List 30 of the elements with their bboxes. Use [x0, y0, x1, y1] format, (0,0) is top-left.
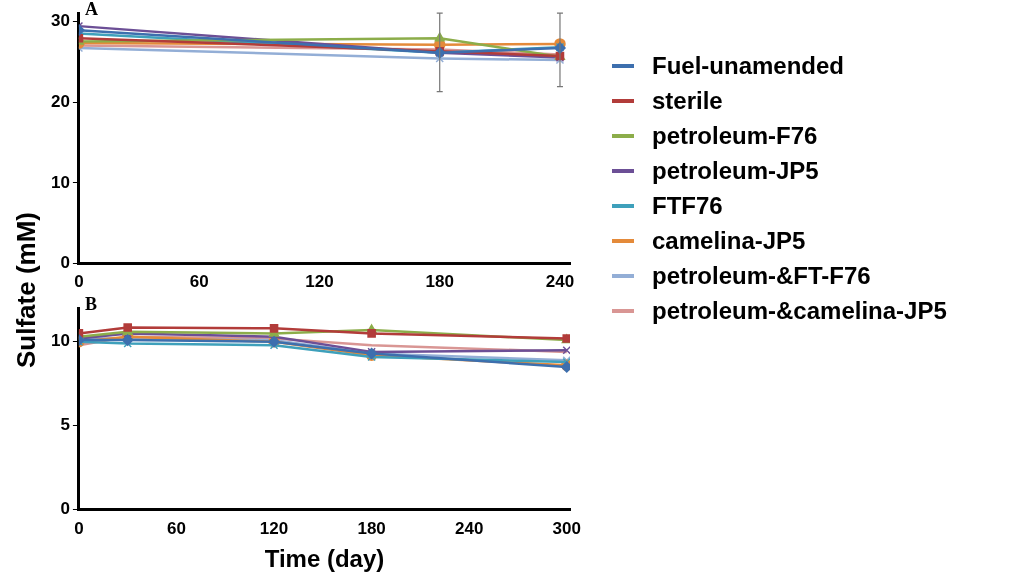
- x-tick-label: 60: [189, 272, 209, 292]
- x-tick-label: 300: [552, 518, 581, 538]
- y-tick-label: 20: [50, 91, 70, 111]
- annotation: A: [84, 0, 98, 19]
- y-axis-title: Sulfate (mM): [10, 212, 42, 368]
- y-tick-label: 10: [50, 172, 70, 192]
- legend-label: petroleum-&FT-F76: [652, 261, 871, 290]
- x-tick-label: 180: [357, 518, 386, 538]
- x-axis-title: Time (day): [264, 545, 385, 573]
- annotation: B: [84, 293, 97, 314]
- legend-label: FTF76: [652, 191, 723, 220]
- x-tick-label: 60: [167, 518, 186, 538]
- x-tick-label: 180: [425, 272, 454, 292]
- legend-label: Fuel-unamended: [652, 51, 845, 80]
- y-tick-label: 0: [60, 499, 70, 519]
- y-tick-label: 0: [60, 253, 70, 273]
- legend-label: sterile: [652, 86, 723, 115]
- x-tick-label: 0: [74, 518, 84, 538]
- x-tick-label: 120: [259, 518, 289, 538]
- y-tick-label: 30: [50, 10, 70, 30]
- y-tick-label: 5: [60, 415, 70, 435]
- x-tick-label: 240: [545, 272, 575, 292]
- x-tick-label: 120: [305, 272, 334, 292]
- x-tick-label: 0: [74, 272, 84, 292]
- x-tick-label: 240: [454, 518, 484, 538]
- legend-label: petroleum-JP5: [652, 156, 819, 185]
- y-tick-label: 10: [50, 331, 70, 351]
- legend-label: camelina-JP5: [652, 226, 806, 255]
- legend-label: petroleum-F76: [652, 121, 818, 150]
- legend-label: petroleum-&camelina-JP5: [652, 296, 947, 325]
